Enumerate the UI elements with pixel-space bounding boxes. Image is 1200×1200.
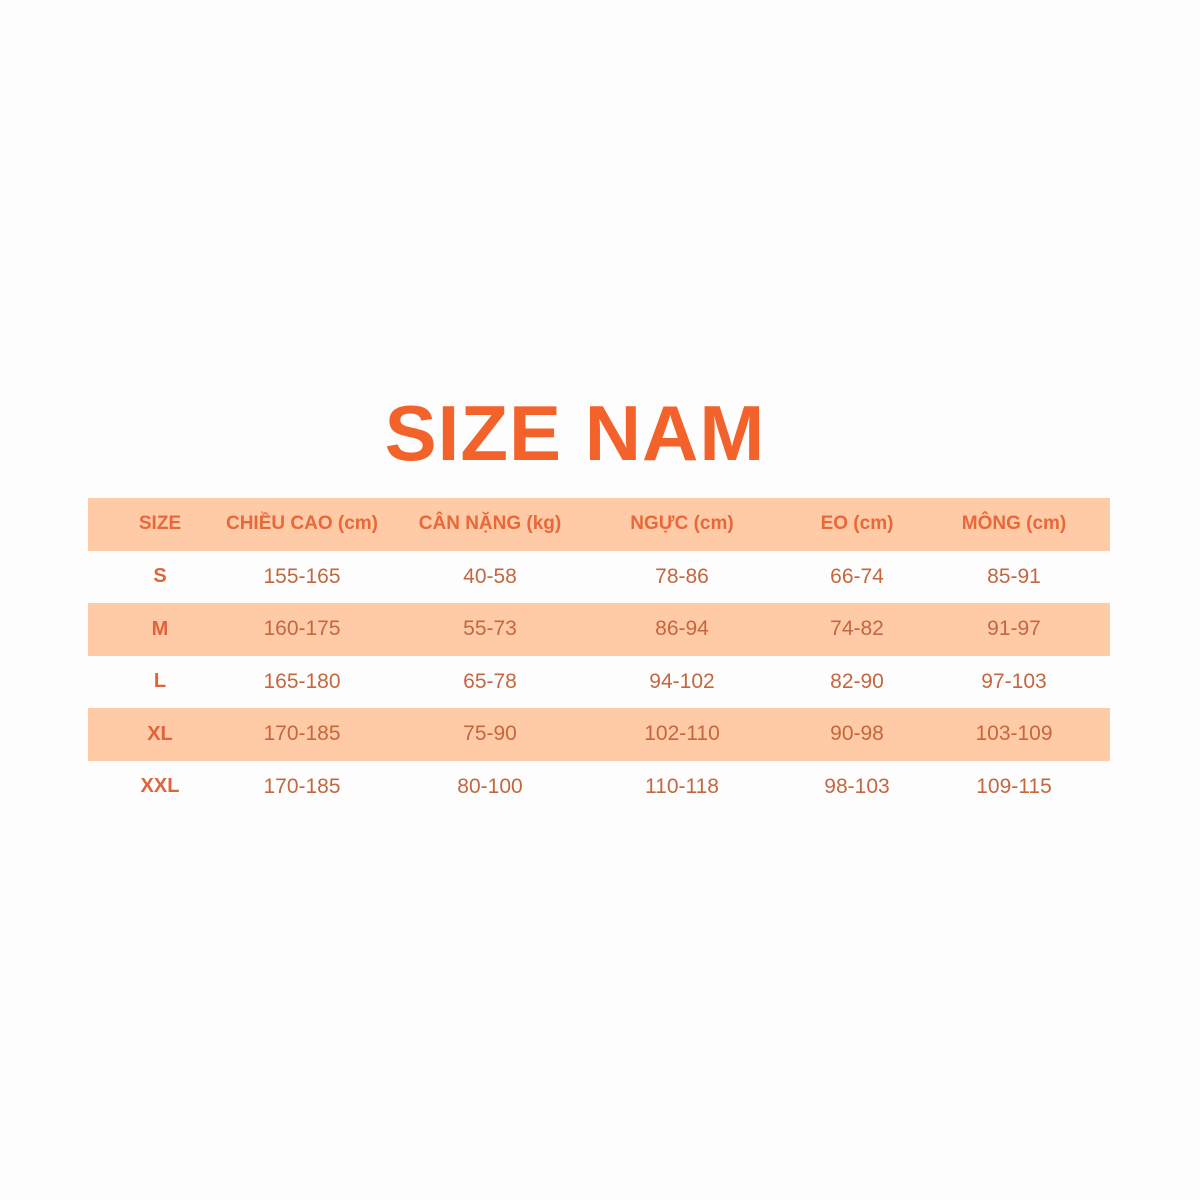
header-weight: CÂN NẶNG (kg) [418, 513, 562, 535]
cell-hip: 103-109 [975, 722, 1053, 746]
page-title: SIZE NAM [384, 389, 766, 477]
cell-waist: 66-74 [830, 564, 884, 588]
cell-size: L [153, 670, 167, 693]
cell-size: M [151, 617, 169, 640]
cell-chest: 102-110 [644, 722, 720, 746]
cell-weight: 75-90 [463, 722, 517, 746]
table-row: XL 170-185 75-90 102-110 90-98 103-109 [88, 708, 1110, 761]
cell-waist: 82-90 [830, 669, 884, 693]
cell-height: 165-180 [263, 669, 341, 693]
cell-height: 160-175 [263, 617, 341, 641]
cell-waist: 90-98 [830, 722, 884, 746]
table-row: S 155-165 40-58 78-86 66-74 85-91 [88, 551, 1110, 604]
cell-weight: 80-100 [457, 774, 523, 798]
cell-chest: 94-102 [649, 669, 715, 693]
cell-waist: 74-82 [830, 617, 884, 641]
cell-hip: 85-91 [987, 564, 1041, 588]
cell-chest: 86-94 [655, 617, 709, 641]
cell-weight: 55-73 [463, 617, 517, 641]
cell-height: 170-185 [263, 774, 341, 798]
cell-weight: 65-78 [463, 669, 517, 693]
cell-height: 155-165 [263, 564, 341, 588]
cell-chest: 78-86 [655, 564, 709, 588]
cell-chest: 110-118 [645, 774, 719, 798]
cell-size: XXL [140, 775, 180, 798]
cell-size: S [153, 565, 167, 588]
cell-height: 170-185 [263, 722, 341, 746]
cell-weight: 40-58 [463, 564, 517, 588]
header-hip: MÔNG (cm) [961, 513, 1067, 535]
cell-size: XL [147, 722, 173, 745]
header-size: SIZE [138, 513, 182, 535]
header-chest: NGỰC (cm) [630, 513, 734, 535]
header-waist: EO (cm) [820, 513, 894, 535]
cell-waist: 98-103 [824, 774, 890, 798]
table-row: L 165-180 65-78 94-102 82-90 97-103 [88, 656, 1110, 709]
cell-hip: 97-103 [981, 669, 1047, 693]
table-header-row: SIZE CHIỀU CAO (cm) CÂN NẶNG (kg) NGỰC (… [88, 498, 1110, 551]
table-row: M 160-175 55-73 86-94 74-82 91-97 [88, 603, 1110, 656]
size-table: SIZE CHIỀU CAO (cm) CÂN NẶNG (kg) NGỰC (… [88, 498, 1110, 813]
table-row: XXL 170-185 80-100 110-118 98-103 109-115 [88, 761, 1110, 814]
cell-hip: 91-97 [987, 617, 1041, 641]
header-height: CHIỀU CAO (cm) [225, 513, 379, 535]
cell-hip: 109-115 [976, 774, 1052, 798]
